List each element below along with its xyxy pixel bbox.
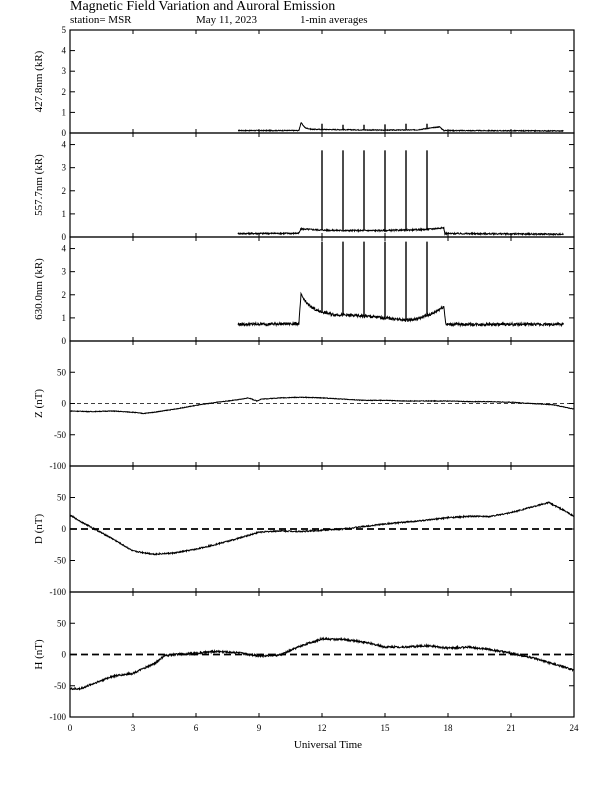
series-line bbox=[69, 636, 575, 691]
y-tick-label: -100 bbox=[50, 461, 67, 471]
y-tick-label: 5 bbox=[62, 25, 67, 35]
y-tick-label: 0 bbox=[62, 650, 67, 660]
x-tick-label: 3 bbox=[131, 723, 136, 733]
x-tick-label: 12 bbox=[318, 723, 327, 733]
averaging-label: 1-min averages bbox=[300, 14, 368, 26]
x-tick-label: 18 bbox=[444, 723, 454, 733]
chart-title: Magnetic Field Variation and Auroral Emi… bbox=[70, 0, 335, 14]
y-tick-label: -50 bbox=[54, 430, 66, 440]
x-axis-label: Universal Time bbox=[294, 739, 362, 751]
y-tick-label: 50 bbox=[57, 618, 67, 628]
y-axis-label: D (nT) bbox=[33, 514, 45, 545]
y-tick-label: 2 bbox=[62, 186, 67, 196]
date-label: May 11, 2023 bbox=[196, 14, 258, 26]
series-line bbox=[237, 291, 564, 328]
x-tick-label: 0 bbox=[68, 723, 73, 733]
y-tick-label: -50 bbox=[54, 681, 66, 691]
y-tick-label: 4 bbox=[62, 140, 67, 150]
y-tick-label: 1 bbox=[62, 209, 67, 219]
panel-frame bbox=[69, 591, 575, 718]
y-axis-label: 557.7nm (kR) bbox=[33, 154, 45, 216]
y-tick-label: 3 bbox=[62, 66, 67, 76]
y-tick-label: 4 bbox=[62, 244, 67, 254]
y-tick-label: 4 bbox=[62, 46, 67, 56]
panel-frame bbox=[69, 465, 575, 593]
x-tick-label: 24 bbox=[570, 723, 580, 733]
y-axis-label: H (nT) bbox=[33, 639, 45, 670]
x-tick-label: 21 bbox=[507, 723, 516, 733]
y-axis-label: Z (nT) bbox=[33, 389, 45, 418]
series-line bbox=[237, 226, 564, 237]
y-tick-label: 0 bbox=[62, 336, 67, 346]
panel-frame bbox=[69, 29, 575, 134]
y-tick-label: 1 bbox=[62, 107, 67, 117]
series-line bbox=[237, 122, 564, 133]
series-line bbox=[69, 501, 575, 556]
x-tick-label: 15 bbox=[381, 723, 391, 733]
y-tick-label: 3 bbox=[62, 267, 67, 277]
y-tick-label: -100 bbox=[50, 587, 67, 597]
y-tick-label: 50 bbox=[57, 367, 67, 377]
station-label: station= MSR bbox=[70, 14, 132, 26]
y-tick-label: 50 bbox=[57, 493, 67, 503]
y-tick-label: -100 bbox=[50, 712, 67, 722]
series-line bbox=[69, 396, 575, 415]
x-tick-label: 6 bbox=[194, 723, 199, 733]
y-tick-label: 0 bbox=[62, 232, 67, 242]
y-tick-label: 1 bbox=[62, 313, 67, 323]
y-tick-label: 0 bbox=[62, 128, 67, 138]
y-tick-label: 2 bbox=[62, 290, 67, 300]
x-tick-label: 9 bbox=[257, 723, 262, 733]
y-tick-label: 0 bbox=[62, 524, 67, 534]
y-axis-label: 630.0nm (kR) bbox=[33, 258, 45, 320]
y-tick-label: 3 bbox=[62, 163, 67, 173]
y-axis-label: 427.8nm (kR) bbox=[33, 50, 45, 112]
y-tick-label: -50 bbox=[54, 556, 66, 566]
y-tick-label: 0 bbox=[62, 399, 67, 409]
y-tick-label: 2 bbox=[62, 87, 67, 97]
